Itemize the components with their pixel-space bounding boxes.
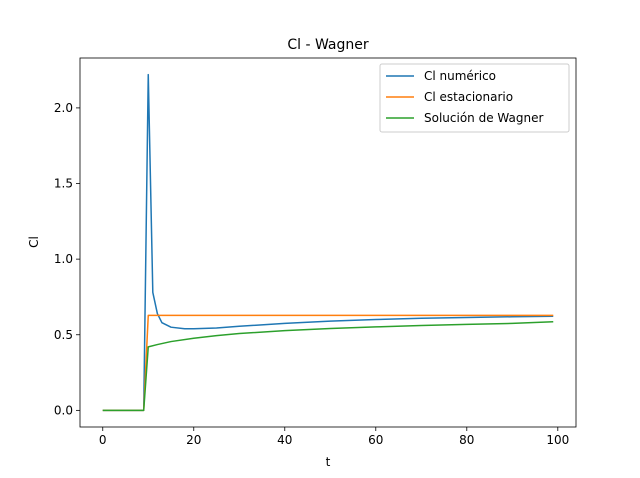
x-axis-ticks: 0 20 40 60 80 100	[99, 427, 569, 447]
plot-series	[102, 73, 554, 412]
series-line-1	[102, 73, 554, 412]
y-tick-label: 2.0	[54, 101, 73, 115]
legend-label: Cl estacionario	[424, 90, 513, 104]
x-axis-label: t	[326, 455, 331, 469]
x-tick-label: 100	[546, 433, 569, 447]
legend-label: Cl numérico	[424, 69, 496, 83]
legend-frame	[379, 63, 570, 133]
chart-title: Cl - Wagner	[287, 37, 369, 53]
series-line-2	[102, 314, 554, 412]
plot-area-frame	[79, 57, 577, 428]
legend-label: Solución de Wagner	[424, 111, 543, 125]
x-tick-label: 60	[368, 433, 383, 447]
x-tick-label: 40	[277, 433, 292, 447]
x-tick-label: 0	[99, 433, 107, 447]
y-tick-label: 1.5	[54, 177, 73, 191]
x-tick-label: 80	[459, 433, 474, 447]
y-axis-label: Cl	[27, 236, 41, 248]
y-tick-label: 0.0	[54, 403, 73, 417]
x-tick-label: 20	[186, 433, 201, 447]
legend: Cl numérico Cl estacionario Solución de Wa…	[379, 63, 570, 133]
y-axis-ticks: 0.0 0.5 1.0 1.5 2.0	[54, 101, 80, 417]
y-tick-label: 0.5	[54, 328, 73, 342]
series-line-3	[102, 320, 554, 412]
y-tick-label: 1.0	[54, 252, 73, 266]
